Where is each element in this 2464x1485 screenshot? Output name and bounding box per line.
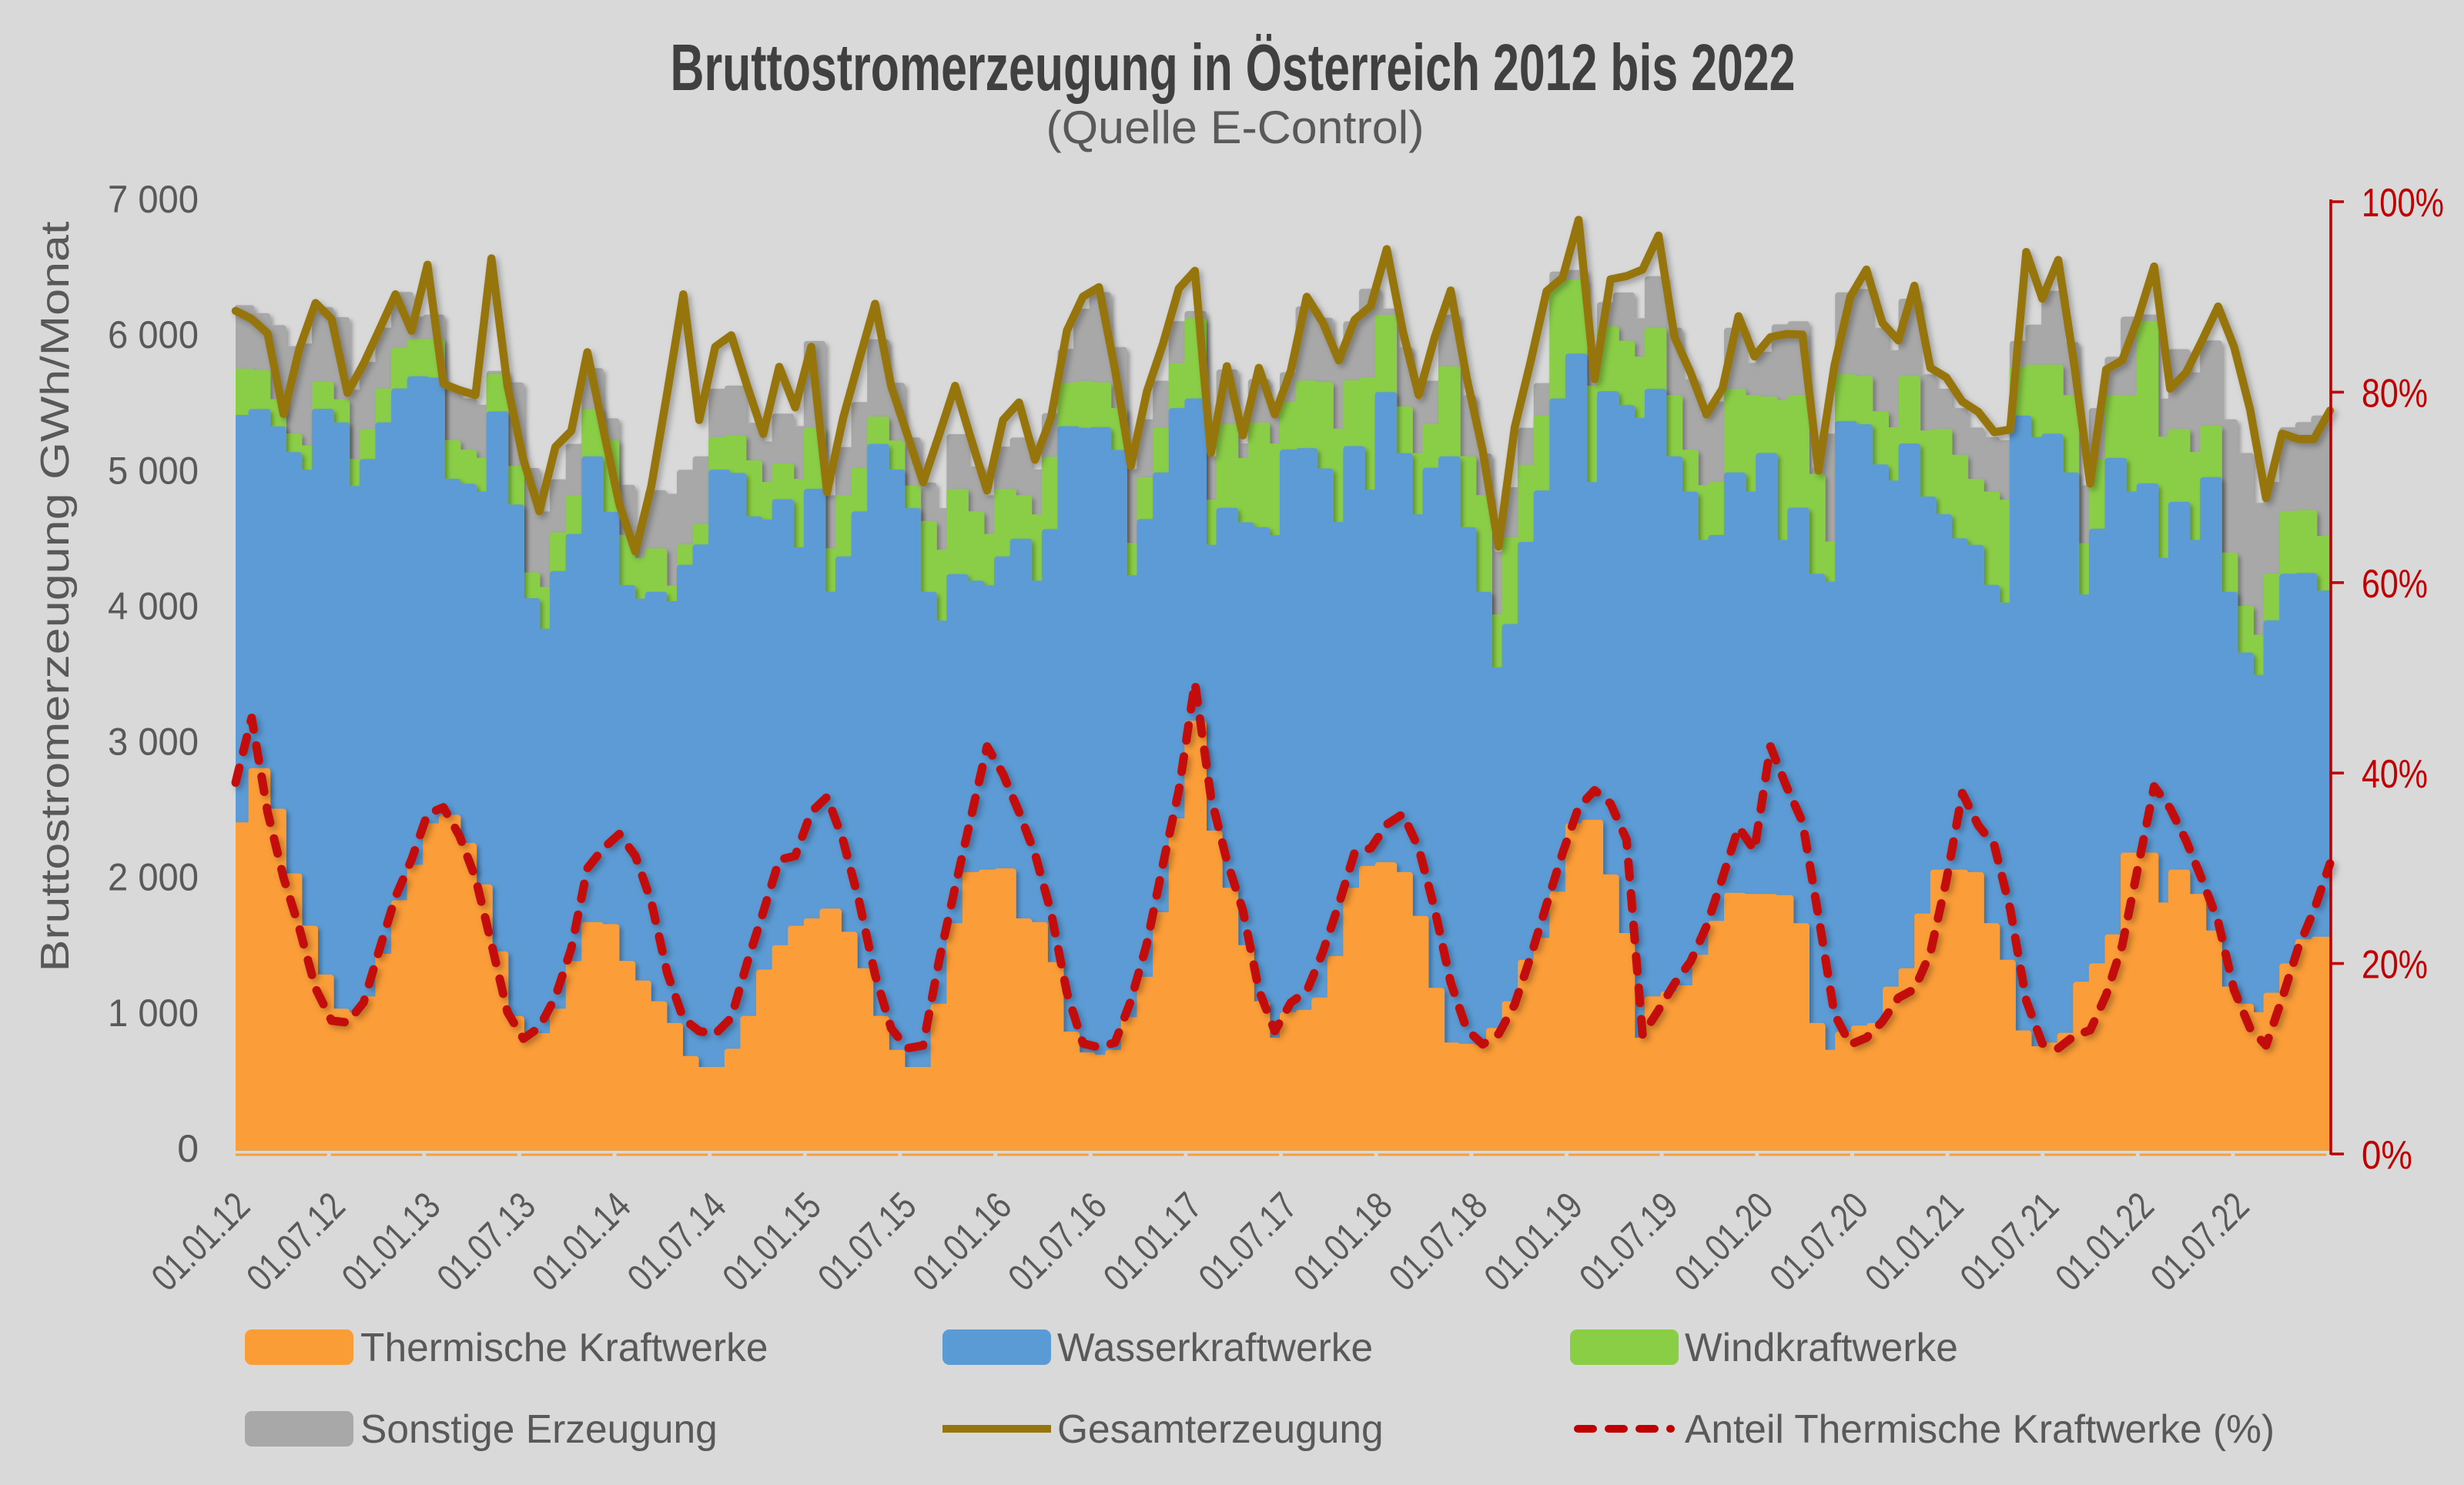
svg-text:Gesamterzeugung: Gesamterzeugung <box>1057 1406 1384 1451</box>
svg-text:80%: 80% <box>2362 371 2428 416</box>
svg-text:Anteil Thermische Kraftwerke (: Anteil Thermische Kraftwerke (%) <box>1685 1406 2275 1451</box>
svg-text:Windkraftwerke: Windkraftwerke <box>1685 1325 1958 1370</box>
svg-text:100%: 100% <box>2362 181 2444 226</box>
svg-text:20%: 20% <box>2362 943 2428 988</box>
svg-text:Bruttostromerzeugung in Österr: Bruttostromerzeugung in Österreich 2012 … <box>671 32 1796 105</box>
svg-text:60%: 60% <box>2362 562 2428 607</box>
svg-text:Bruttostromerzeugung GWh/Monat: Bruttostromerzeugung GWh/Monat <box>33 221 78 972</box>
svg-text:0: 0 <box>177 1127 199 1170</box>
svg-text:7 000: 7 000 <box>108 178 199 221</box>
svg-text:40%: 40% <box>2362 752 2428 797</box>
svg-text:4 000: 4 000 <box>108 584 199 627</box>
svg-text:(Quelle E-Control): (Quelle E-Control) <box>1046 102 1424 153</box>
svg-text:Wasserkraftwerke: Wasserkraftwerke <box>1057 1325 1373 1370</box>
svg-text:Sonstige Erzeugung: Sonstige Erzeugung <box>360 1406 718 1451</box>
svg-text:6 000: 6 000 <box>108 313 199 356</box>
svg-text:0%: 0% <box>2362 1133 2412 1178</box>
svg-text:1 000: 1 000 <box>108 992 199 1035</box>
svg-text:3 000: 3 000 <box>108 721 199 764</box>
svg-text:Thermische Kraftwerke: Thermische Kraftwerke <box>360 1325 768 1370</box>
svg-text:2 000: 2 000 <box>108 856 199 899</box>
svg-text:5 000: 5 000 <box>108 449 199 492</box>
